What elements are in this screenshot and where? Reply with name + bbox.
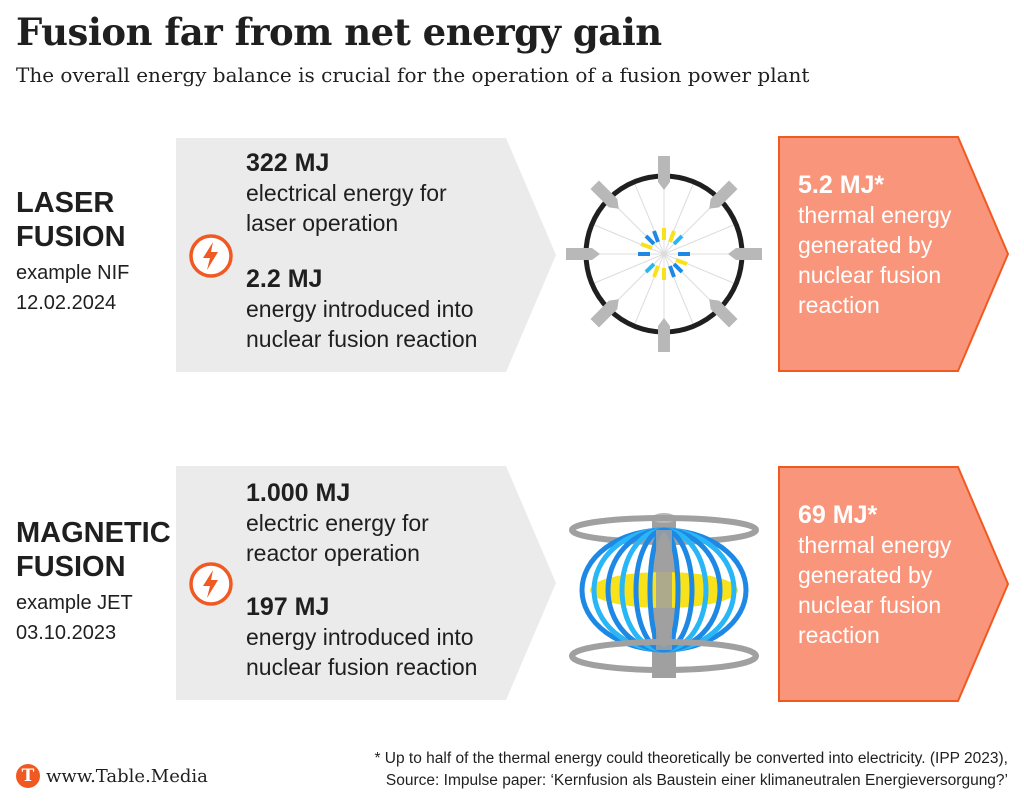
website-link[interactable]: www.Table.Media <box>46 765 208 787</box>
output-arrow-shape <box>778 136 1010 372</box>
row-name-line1: LASER <box>16 187 115 219</box>
input2-value: 197 MJ <box>246 593 330 621</box>
output-text-group: 69 MJ* thermal energy generated by nucle… <box>798 500 951 650</box>
input1-value: 322 MJ <box>246 149 330 177</box>
source-line: Source: Impulse paper: ‘Kernfusion als B… <box>385 772 1008 789</box>
output-desc-line2: generated by <box>798 562 933 588</box>
row-date: 03.10.2023 <box>16 622 117 644</box>
row-label-laser: LASER FUSION example NIF 12.02.2024 <box>16 186 129 318</box>
laser-chamber-illustration <box>566 156 762 357</box>
input2-desc-line2: nuclear fusion reaction <box>246 326 478 352</box>
page-title: Fusion far from net energy gain <box>16 10 662 54</box>
row-example: example JET <box>16 592 133 614</box>
input1-value: 1.000 MJ <box>246 479 351 507</box>
row-label-magnetic: MAGNETIC FUSION example JET 03.10.2023 <box>16 516 171 648</box>
output-text-group: 5.2 MJ* thermal energy generated by nucl… <box>798 170 951 320</box>
input-text-group-2: 197 MJ energy introduced into nuclear fu… <box>246 592 477 682</box>
output-desc-line4: reaction <box>798 622 880 648</box>
input2-value: 2.2 MJ <box>246 265 323 293</box>
input-energy-arrow-laser: 322 MJ electrical energy for laser opera… <box>176 138 558 372</box>
input-arrow-shape <box>176 466 556 700</box>
input-text-group-1: 322 MJ electrical energy for laser opera… <box>246 148 447 238</box>
input1-desc-line1: electrical energy for <box>246 180 447 206</box>
input-text-group-1: 1.000 MJ electric energy for reactor ope… <box>246 478 429 568</box>
footer-brand: T www.Table.Media <box>16 764 208 788</box>
input2-desc-line1: energy introduced into <box>246 296 474 322</box>
tokamak-illustration <box>568 510 760 687</box>
lightning-bolt-icon <box>188 561 234 612</box>
output-energy-arrow-magnetic: 69 MJ* thermal energy generated by nucle… <box>778 466 1010 702</box>
input2-desc-line1: energy introduced into <box>246 624 474 650</box>
output-energy-arrow-laser: 5.2 MJ* thermal energy generated by nucl… <box>778 136 1010 372</box>
row-date: 12.02.2024 <box>16 292 117 314</box>
output-arrow-shape <box>778 466 1010 702</box>
row-example: example NIF <box>16 262 130 284</box>
output-desc-line3: nuclear fusion <box>798 592 942 618</box>
input1-desc-line2: reactor operation <box>246 540 420 566</box>
output-desc-line2: generated by <box>798 232 933 258</box>
row-name-line2: FUSION <box>16 551 126 583</box>
input1-desc-line2: laser operation <box>246 210 399 236</box>
output-value: 69 MJ* <box>798 501 878 529</box>
footnote-line1: * Up to half of the thermal energy could… <box>374 750 1008 767</box>
input-arrow-shape <box>176 138 556 372</box>
row-name-line1: MAGNETIC <box>16 517 171 549</box>
footnote: * Up to half of the thermal energy could… <box>374 748 1008 792</box>
output-desc-line1: thermal energy <box>798 202 952 228</box>
input1-desc-line1: electric energy for <box>246 510 429 536</box>
page-subtitle: The overall energy balance is crucial fo… <box>16 63 810 87</box>
input-energy-arrow-magnetic: 1.000 MJ electric energy for reactor ope… <box>176 466 558 700</box>
input-text-group-2: 2.2 MJ energy introduced into nuclear fu… <box>246 264 477 354</box>
table-media-logo-icon: T <box>16 764 40 788</box>
output-desc-line3: nuclear fusion <box>798 262 942 288</box>
output-value: 5.2 MJ* <box>798 171 885 199</box>
output-desc-line1: thermal energy <box>798 532 952 558</box>
lightning-bolt-icon <box>188 233 234 284</box>
output-desc-line4: reaction <box>798 292 880 318</box>
row-name-line2: FUSION <box>16 221 126 253</box>
input2-desc-line2: nuclear fusion reaction <box>246 654 478 680</box>
